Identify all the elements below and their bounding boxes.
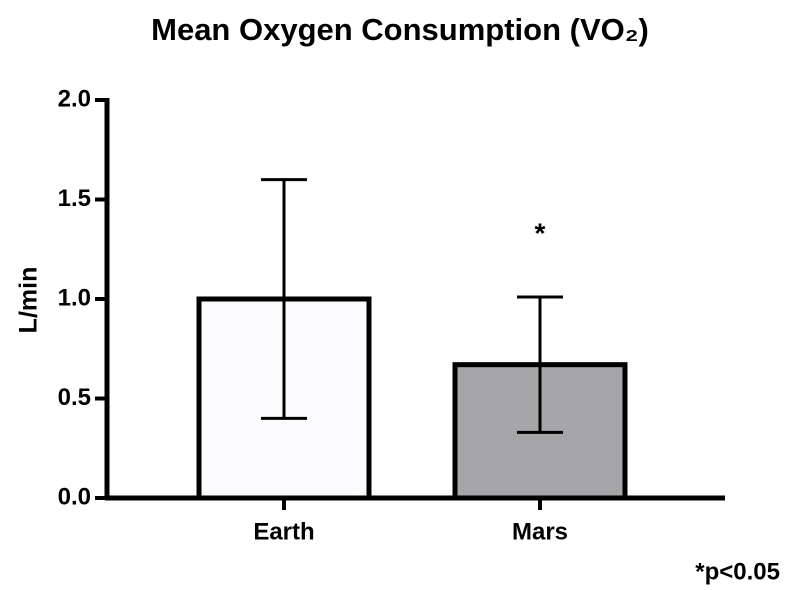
y-tick-label: 1.0	[58, 284, 91, 311]
significance-marker: *	[535, 217, 546, 248]
x-tick-label: Mars	[512, 518, 568, 545]
y-axis-label: L/min	[15, 267, 43, 334]
x-tick-label: Earth	[253, 518, 314, 545]
y-tick-label: 2.0	[58, 85, 91, 112]
y-tick-label: 0.0	[58, 483, 91, 510]
footnote: *p<0.05	[695, 558, 780, 585]
y-tick-label: 1.5	[58, 185, 91, 212]
y-tick-label: 0.5	[58, 384, 91, 411]
chart-title: Mean Oxygen Consumption (VO₂)	[151, 12, 649, 47]
